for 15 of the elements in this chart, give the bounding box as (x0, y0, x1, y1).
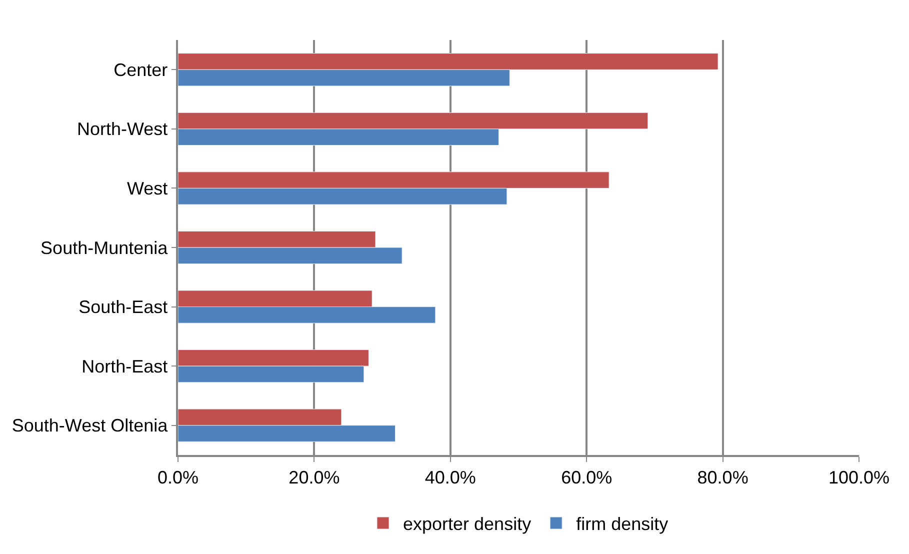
y-tick-label: South-East (78, 297, 168, 318)
y-tick-label: Center (114, 60, 168, 80)
x-tick-label: 40.0% (424, 467, 476, 488)
y-tick-label: West (126, 178, 168, 199)
y-tick-label: North-East (82, 356, 168, 376)
x-tick-label: 20.0% (288, 467, 340, 488)
x-tick-label: 80.0% (697, 467, 748, 488)
y-tick-label: South-Muntenia (40, 238, 169, 258)
x-tick-label: 100.0% (828, 467, 890, 488)
y-tick-label: North-West (76, 119, 168, 140)
x-tick-label: 60.0% (561, 467, 612, 488)
y-tick-label: South-West Oltenia (12, 416, 169, 436)
x-tick-label: 0.0% (157, 467, 199, 488)
legend-label: firm density (576, 514, 668, 534)
legend-label: exporter density (403, 514, 532, 534)
